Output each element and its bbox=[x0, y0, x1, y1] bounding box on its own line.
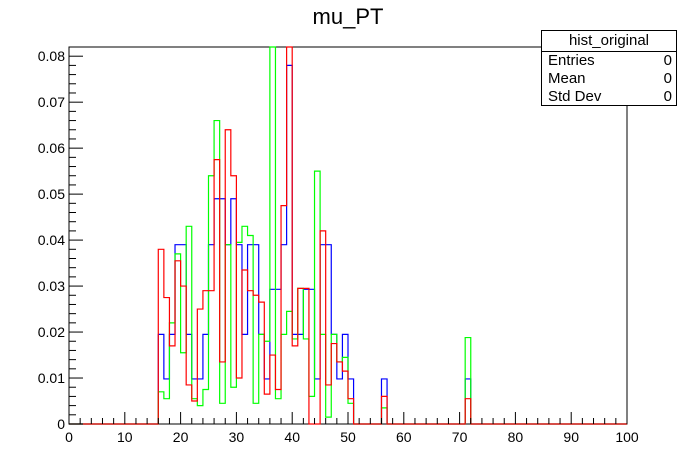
y-tick-label: 0.03 bbox=[38, 278, 65, 294]
x-tick-label: 0 bbox=[65, 429, 73, 445]
x-tick-label: 80 bbox=[508, 429, 524, 445]
stats-row-entries: Entries 0 bbox=[542, 52, 676, 70]
axis-layer: 0 10 20 30 40 50 60 70 80 90 100 0 0.01 0.02 0.03 0.04 0… bbox=[38, 46, 639, 445]
x-tick-label: 60 bbox=[396, 429, 412, 445]
x-tick-label: 20 bbox=[173, 429, 189, 445]
x-tick-label: 40 bbox=[284, 429, 300, 445]
stats-value: 0 bbox=[663, 52, 672, 69]
y-tick-label: 0.04 bbox=[38, 232, 65, 248]
x-tick-label: 70 bbox=[452, 429, 468, 445]
y-tick-label: 0.05 bbox=[38, 186, 65, 202]
y-tick-label: 0.07 bbox=[38, 94, 65, 110]
stats-value: 0 bbox=[663, 88, 672, 105]
x-tick-label: 30 bbox=[229, 429, 245, 445]
stats-box-title: hist_original bbox=[542, 31, 676, 52]
series-line-2 bbox=[69, 46, 627, 425]
stats-row-mean: Mean 0 bbox=[542, 70, 676, 88]
y-tick-label: 0.08 bbox=[38, 48, 65, 64]
y-tick-label: 0.02 bbox=[38, 324, 65, 340]
x-tick-label: 100 bbox=[615, 429, 639, 445]
y-tick-label: 0 bbox=[57, 416, 65, 432]
stats-value: 0 bbox=[663, 70, 672, 87]
stats-label: Std Dev bbox=[548, 88, 602, 105]
y-tick-label: 0.01 bbox=[38, 370, 65, 386]
x-tick-label: 50 bbox=[340, 429, 356, 445]
stats-label: Mean bbox=[548, 70, 586, 87]
y-tick-label: 0.06 bbox=[38, 140, 65, 156]
x-tick-label: 90 bbox=[563, 429, 579, 445]
stats-row-stddev: Std Dev 0 bbox=[542, 88, 676, 106]
stats-label: Entries bbox=[548, 52, 595, 69]
chart-title: mu_PT bbox=[313, 4, 384, 29]
x-tick-label: 10 bbox=[117, 429, 133, 445]
stats-box: hist_original Entries 0 Mean 0 Std Dev 0 bbox=[541, 30, 677, 106]
